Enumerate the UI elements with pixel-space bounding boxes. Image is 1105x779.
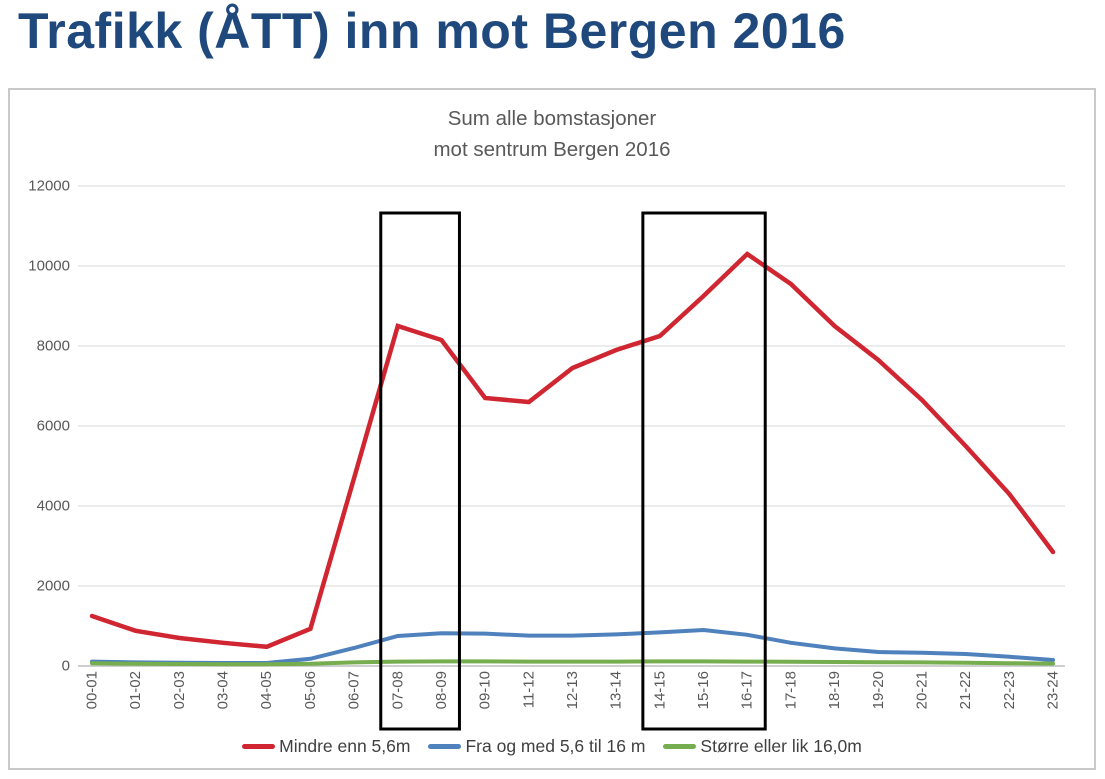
- x-axis-label: 13-14: [608, 671, 625, 709]
- legend-item-mindre-enn: Mindre enn 5,6m: [242, 736, 410, 757]
- chart-title-line-1: Sum alle bomstasjoner: [447, 107, 657, 130]
- legend-label: Større eller lik 16,0m: [700, 736, 862, 756]
- series-line-2: [90, 627, 1055, 665]
- x-axis-label: 11-12: [520, 671, 537, 708]
- highlight-box-2: [641, 211, 767, 731]
- x-axis-label: 03-04: [215, 671, 232, 709]
- chart-container: 0 2000 4000 6000 8000 10000 12000 00-01 01-02 02-…: [8, 88, 1096, 770]
- x-axis-label: 00-01: [84, 671, 101, 709]
- x-axis-label: 05-06: [302, 671, 319, 709]
- x-axis-label: 01-02: [127, 671, 144, 709]
- y-axis-label: 6000: [37, 418, 70, 435]
- x-axis-label: 19-20: [870, 671, 887, 709]
- y-axis-label: 2000: [37, 578, 70, 595]
- y-axis-label: 10000: [28, 258, 70, 275]
- series-line-3: [90, 659, 1055, 667]
- x-axis-label: 12-13: [564, 671, 581, 709]
- highlight-box-1: [379, 211, 461, 731]
- y-axis-label: 4000: [37, 498, 70, 515]
- legend-label: Mindre enn 5,6m: [279, 736, 411, 756]
- x-axis-label: 16-17: [739, 671, 756, 709]
- x-axis-label: 17-18: [782, 671, 799, 709]
- legend-label: Fra og med 5,6 til 16 m: [465, 736, 646, 756]
- legend-item-storre-eller-lik: Større eller lik 16,0m: [663, 736, 862, 757]
- y-axis-label: 8000: [37, 338, 70, 355]
- x-axis-label: 20-21: [913, 671, 930, 709]
- x-axis-label: 07-08: [389, 671, 406, 709]
- x-axis-label: 15-16: [695, 671, 712, 709]
- x-axis-label: 22-23: [1001, 671, 1018, 709]
- x-axis-label: 21-22: [957, 671, 974, 709]
- page-title: Trafikk (ÅTT) inn mot Bergen 2016: [18, 3, 846, 59]
- chart-legend: Mindre enn 5,6m Fra og med 5,6 til 16 m …: [10, 736, 1094, 757]
- chart-title-line-2: mot sentrum Bergen 2016: [433, 138, 671, 161]
- legend-line-red-icon: [242, 744, 276, 749]
- chart-canvas: 0 2000 4000 6000 8000 10000 12000 00-01 01-02 02-…: [28, 178, 1065, 731]
- legend-item-fra-og-med: Fra og med 5,6 til 16 m: [428, 736, 645, 757]
- series-line-1: [89, 251, 1056, 650]
- y-axis-label: 0: [62, 658, 70, 675]
- chart-title: Sum alle bomstasjoner mot sentrum Bergen…: [10, 103, 1094, 165]
- x-axis-label: 04-05: [258, 671, 275, 709]
- x-axis-label: 09-10: [477, 671, 494, 709]
- legend-line-green-icon: [663, 744, 697, 749]
- x-axis-label: 06-07: [346, 671, 363, 709]
- x-axis-label: 14-15: [651, 671, 668, 709]
- x-axis-label: 23-24: [1045, 671, 1062, 709]
- x-axis-label: 08-09: [433, 671, 450, 709]
- y-axis-label: 12000: [28, 178, 70, 195]
- legend-line-blue-icon: [428, 744, 462, 749]
- x-axis-label: 18-19: [826, 671, 843, 709]
- x-axis-label: 02-03: [171, 671, 188, 709]
